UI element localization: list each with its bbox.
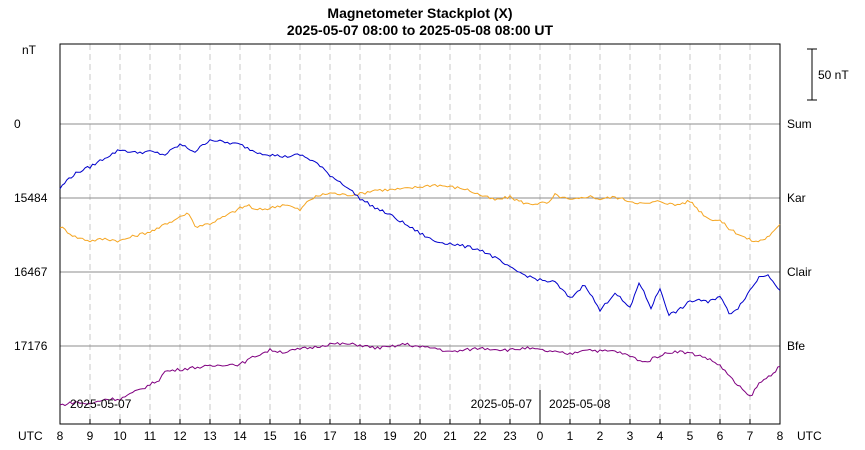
chart-title: Magnetometer Stackplot (X) (327, 5, 512, 21)
station-label-clair: Clair (787, 265, 812, 279)
x-tick-label: 15 (263, 429, 277, 443)
x-tick-label: 13 (203, 429, 217, 443)
x-tick-label: 9 (87, 429, 94, 443)
station-label-sum: Sum (787, 117, 812, 131)
chart-subtitle: 2025-05-07 08:00 to 2025-05-08 08:00 UT (287, 22, 554, 38)
date-label-before-midnight: 2025-05-07 (471, 397, 533, 411)
x-tick-label: 22 (473, 429, 487, 443)
y-unit-label: nT (22, 43, 37, 57)
series-line-clair (59, 139, 781, 317)
x-tick-label: 20 (413, 429, 427, 443)
series-lines (59, 139, 781, 407)
x-unit-right: UTC (797, 429, 822, 443)
x-tick-label: 6 (717, 429, 724, 443)
station-label-kar: Kar (787, 191, 806, 205)
x-tick-label: 17 (323, 429, 337, 443)
x-tick-label: 10 (113, 429, 127, 443)
series-line-kar (59, 183, 781, 243)
station-baselines: 0 Sum 15484 Kar 16467 Clair 17176 Bfe (14, 117, 812, 353)
x-tick-label: 0 (537, 429, 544, 443)
x-tick-label: 7 (747, 429, 754, 443)
date-label-after-midnight: 2025-05-08 (549, 397, 611, 411)
scale-bar-label: 50 nT (818, 68, 849, 82)
x-unit-left: UTC (18, 429, 43, 443)
x-tick-label: 14 (233, 429, 247, 443)
x-tick-label: 23 (503, 429, 517, 443)
x-tick-label: 5 (687, 429, 694, 443)
x-tick-label: 2 (597, 429, 604, 443)
x-axis: 8 9 10 11 12 13 14 15 16 17 18 19 20 21 22 23 0 1 2 3 4 5 6 7 8 (57, 419, 784, 443)
baseline-value-bfe: 17176 (14, 339, 48, 353)
baseline-value-sum: 0 (14, 117, 21, 131)
x-tick-label: 3 (627, 429, 634, 443)
date-label-start: 2025-05-07 (70, 397, 132, 411)
x-tick-label: 4 (657, 429, 664, 443)
scale-bar: 50 nT (807, 48, 849, 101)
baseline-value-clair: 16467 (14, 265, 48, 279)
x-tick-label: 12 (173, 429, 187, 443)
x-tick-label: 8 (57, 429, 64, 443)
x-tick-label: 11 (144, 429, 157, 443)
x-tick-label: 8 (777, 429, 784, 443)
x-tick-label: 18 (353, 429, 367, 443)
x-tick-label: 21 (443, 429, 457, 443)
station-label-bfe: Bfe (787, 339, 805, 353)
grid (89, 44, 751, 424)
x-tick-label: 1 (567, 429, 574, 443)
series-line-bfe (59, 341, 781, 407)
baseline-value-kar: 15484 (14, 191, 48, 205)
x-tick-label: 16 (293, 429, 307, 443)
x-tick-label: 19 (383, 429, 397, 443)
